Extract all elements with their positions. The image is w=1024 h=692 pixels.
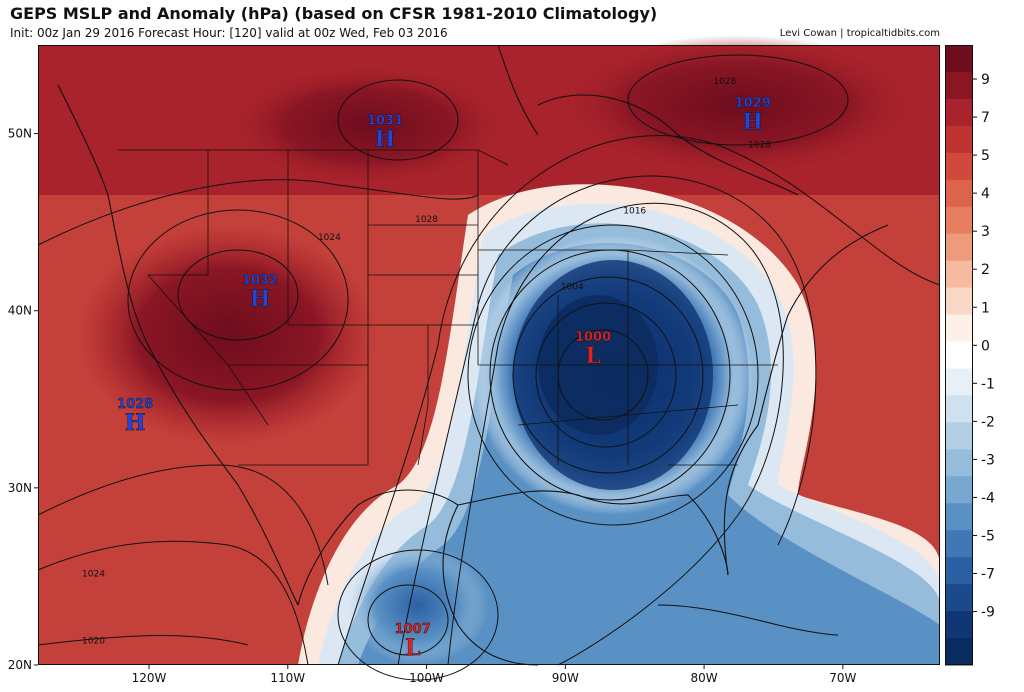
lon-tick-label: 70W xyxy=(829,671,856,685)
colorbar-tick-label: 7 xyxy=(981,110,990,126)
colorbar-swatch xyxy=(945,98,973,127)
colorbar-swatch xyxy=(945,179,973,208)
colorbar-tick-label: -2 xyxy=(981,414,995,430)
colorbar-tick-label: -5 xyxy=(981,528,995,544)
map-title: GEPS MSLP and Anomaly (hPa) (based on CF… xyxy=(10,4,658,23)
colorbar-tick-label: -9 xyxy=(981,605,995,621)
isobar-label: 1020 xyxy=(82,637,105,647)
high-pressure-value: 1031 xyxy=(367,114,403,129)
colorbar-swatch xyxy=(945,530,973,558)
low-pressure-value: 1007 xyxy=(395,622,431,637)
colorbar-tick-label: -7 xyxy=(981,567,995,583)
low-pressure-symbol: L xyxy=(585,343,600,369)
map-frame xyxy=(38,45,940,665)
colorbar-tick-label: 9 xyxy=(981,72,990,88)
colorbar-swatch xyxy=(945,476,973,504)
isobar-labels: 1028 1028 1028 1024 1016 1004 1024 1020 xyxy=(82,77,771,647)
high-pressure-value: 1032 xyxy=(242,273,278,288)
state-borders xyxy=(118,149,778,466)
high-pressure-value: 1028 xyxy=(117,397,153,412)
colorbar-tick-label: 3 xyxy=(981,224,990,240)
colorbar-swatch xyxy=(945,422,973,450)
lat-tick-label: 30N xyxy=(8,481,32,495)
colorbar-swatch xyxy=(945,260,973,289)
low-pressure-value: 1000 xyxy=(575,330,611,345)
map-subtitle: Init: 00z Jan 29 2016 Forecast Hour: [12… xyxy=(10,26,448,40)
lat-tick-label: 50N xyxy=(8,127,32,141)
high-pressure-symbol: H xyxy=(742,109,763,135)
colorbar-swatch xyxy=(945,584,973,612)
colorbar-swatch xyxy=(945,206,973,235)
colorbar-swatch xyxy=(945,449,973,477)
isobar-label: 1024 xyxy=(82,569,105,579)
colorbar-swatch xyxy=(945,557,973,585)
low-pressure-symbol: L xyxy=(405,635,420,661)
colorbar-swatch xyxy=(945,233,973,262)
anomaly-colorbar: 9 7 5 4 3 2 1 0 -1 -2 -3 -4 -5 -7 -9 xyxy=(945,45,995,666)
colorbar-tick-label: 4 xyxy=(981,186,990,202)
colorbar-tick-label: -3 xyxy=(981,452,995,468)
coastlines xyxy=(57,44,889,666)
high-pressure-symbol: H xyxy=(375,127,396,153)
colorbar-swatch xyxy=(945,125,973,154)
lon-tick-label: 100W xyxy=(409,671,444,685)
high-pressure-symbol: H xyxy=(125,410,146,436)
colorbar-tick-label: 0 xyxy=(981,338,990,354)
colorbar-swatch xyxy=(945,611,973,639)
colorbar-swatch xyxy=(945,45,973,73)
colorbar-swatch xyxy=(945,71,973,100)
colorbar-tick-label: 5 xyxy=(981,148,990,164)
lat-tick-label: 20N xyxy=(8,658,32,672)
isobar-label: 1016 xyxy=(623,206,646,216)
colorbar-tick-label: 1 xyxy=(981,300,990,316)
isobar-label: 1028 xyxy=(748,141,771,151)
lon-tick-label: 90W xyxy=(552,671,579,685)
high-pressure-symbol: H xyxy=(250,286,271,312)
colorbar-swatch xyxy=(945,503,973,531)
isobar-label: 1024 xyxy=(318,233,341,243)
colorbar-tick-label: -4 xyxy=(981,490,995,506)
anomaly-shading xyxy=(38,35,940,666)
colorbar-tick-label: 2 xyxy=(981,262,990,278)
credit-text: Levi Cowan | tropicaltidbits.com xyxy=(779,28,940,39)
lon-tick-label: 110W xyxy=(270,671,305,685)
colorbar-swatch xyxy=(945,341,973,369)
colorbar-swatch xyxy=(945,152,973,181)
lon-tick-label: 120W xyxy=(132,671,167,685)
lat-lon-grid-ticks: 120W 110W 100W 90W 80W 70W 20N 30N 40N 50N xyxy=(8,127,857,685)
isobar-label: 1004 xyxy=(561,282,584,292)
colorbar-frame xyxy=(945,45,973,665)
colorbar-swatch xyxy=(945,368,973,396)
colorbar-swatch xyxy=(945,314,973,343)
colorbar-tick-label: -1 xyxy=(981,376,995,392)
colorbar-swatch xyxy=(945,287,973,316)
isobar-label: 1028 xyxy=(415,215,438,225)
colorbar-swatch xyxy=(945,395,973,423)
colorbar-swatch xyxy=(945,638,973,666)
isobar-label: 1028 xyxy=(713,77,736,87)
high-pressure-value: 1029 xyxy=(735,96,771,111)
lat-tick-label: 40N xyxy=(8,304,32,318)
isobars xyxy=(37,54,941,681)
lon-tick-label: 80W xyxy=(691,671,718,685)
